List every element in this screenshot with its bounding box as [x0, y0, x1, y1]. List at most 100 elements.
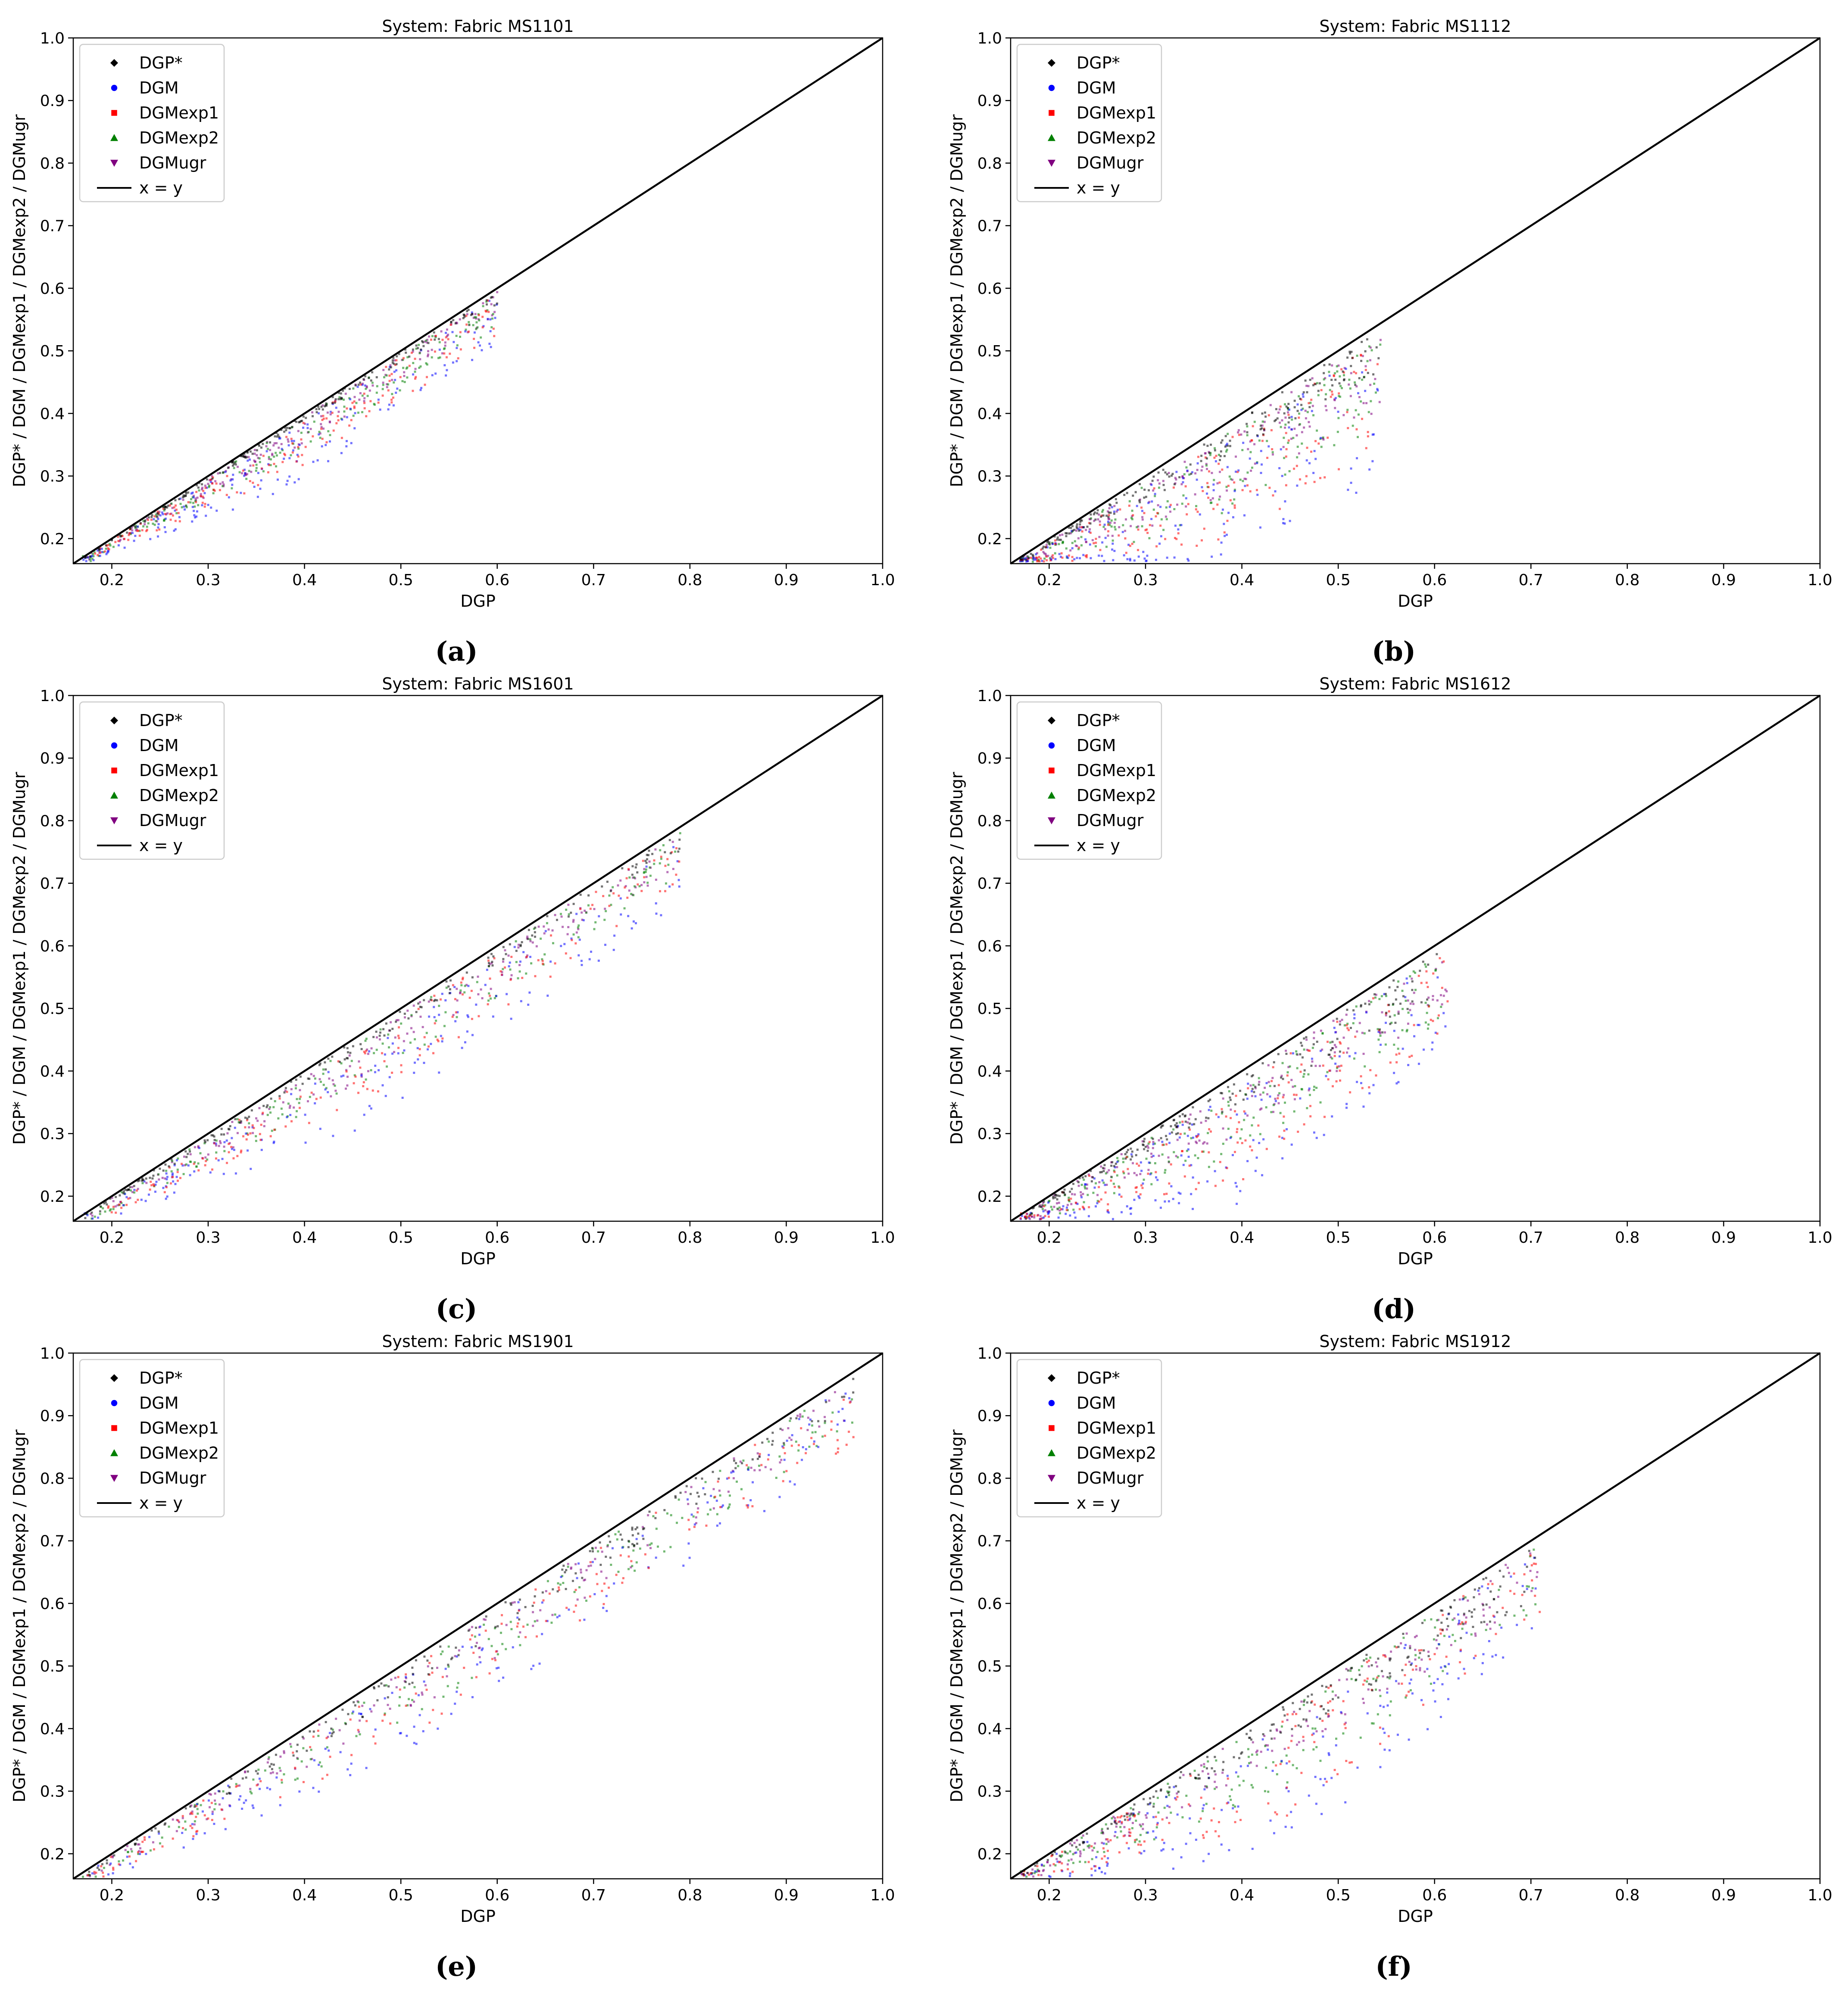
data-point [415, 1692, 417, 1695]
data-point [397, 1676, 400, 1678]
legend-marker-dgm [111, 1400, 118, 1407]
data-point [1289, 520, 1291, 522]
data-point [1293, 406, 1296, 409]
data-point [441, 352, 443, 355]
data-point [1202, 1807, 1204, 1810]
data-point [1231, 1092, 1234, 1095]
data-point [247, 1149, 249, 1152]
data-point [1323, 372, 1325, 374]
data-point [466, 1030, 468, 1033]
data-point [1334, 1694, 1337, 1697]
data-point [1143, 1138, 1146, 1140]
data-point [382, 381, 384, 384]
data-point [1155, 545, 1158, 548]
data-point [405, 1704, 407, 1707]
data-point [1105, 546, 1108, 548]
data-point [296, 454, 299, 456]
data-point [1098, 1186, 1100, 1188]
data-point [1065, 547, 1068, 550]
data-point [1118, 1185, 1120, 1188]
data-point [1344, 1713, 1346, 1715]
data-point [1246, 484, 1249, 487]
data-point [766, 1438, 769, 1440]
data-point [374, 1728, 377, 1731]
data-point [318, 1764, 320, 1766]
data-point [565, 1588, 567, 1591]
data-point [215, 482, 218, 485]
data-point [1147, 1142, 1150, 1145]
data-point [269, 449, 272, 451]
x-tick-label: 0.9 [774, 1229, 799, 1247]
legend-label: DGP* [139, 1369, 183, 1388]
data-point [1124, 1176, 1126, 1179]
data-point [343, 405, 346, 408]
data-point [365, 1038, 368, 1040]
data-point [1207, 1760, 1209, 1763]
data-point [178, 516, 181, 518]
data-point [214, 1803, 217, 1805]
data-point [383, 376, 386, 378]
data-point [1284, 1825, 1287, 1828]
data-point [352, 1710, 355, 1713]
data-point [138, 530, 141, 532]
data-point [1442, 1012, 1445, 1014]
data-point [86, 1214, 89, 1216]
data-point [92, 559, 95, 561]
data-point [290, 1745, 292, 1748]
data-point [1164, 471, 1167, 474]
data-point [1085, 529, 1087, 531]
data-point [340, 392, 342, 395]
data-point [157, 512, 160, 515]
data-point [1377, 1028, 1379, 1030]
data-point [1381, 1031, 1384, 1034]
data-point [163, 526, 166, 529]
data-point [1352, 1022, 1355, 1025]
data-point [1249, 457, 1251, 460]
data-point [472, 1652, 475, 1654]
x-tick-label: 0.2 [1037, 1229, 1061, 1247]
data-point [252, 481, 254, 484]
data-point [1068, 1859, 1070, 1862]
data-point [98, 1868, 100, 1871]
data-point [1209, 1130, 1212, 1133]
data-point [1254, 1085, 1257, 1088]
data-point [413, 1061, 416, 1064]
data-point [1329, 1041, 1332, 1044]
data-point [190, 1804, 193, 1807]
data-point [1340, 368, 1343, 371]
data-point [252, 1778, 255, 1781]
data-point [1394, 989, 1397, 992]
data-point [137, 1180, 139, 1182]
data-point [1199, 513, 1201, 516]
data-point [109, 1862, 112, 1865]
data-point [440, 1035, 442, 1037]
data-point [584, 1578, 586, 1581]
data-point [279, 1755, 282, 1758]
data-point [1196, 1141, 1198, 1144]
data-point [1060, 1208, 1062, 1210]
data-point [1233, 506, 1236, 509]
data-point [203, 1832, 206, 1834]
data-point [105, 547, 107, 550]
data-point [273, 1129, 276, 1131]
data-point [1058, 1212, 1061, 1215]
data-point [307, 1077, 309, 1080]
chart-title: System: Fabric MS1612 [1319, 674, 1511, 693]
data-point [580, 1569, 582, 1571]
data-point [790, 1444, 793, 1447]
y-tick-label: 0.2 [40, 1846, 65, 1863]
data-point [1088, 522, 1090, 524]
data-point [1368, 1029, 1370, 1032]
data-point [251, 1124, 254, 1127]
data-point [1065, 1209, 1068, 1211]
data-point [1148, 1161, 1150, 1164]
data-point [1116, 1166, 1118, 1168]
data-point [1425, 982, 1428, 984]
data-point [1207, 1100, 1210, 1102]
data-point [1309, 402, 1312, 404]
data-point [1295, 1743, 1298, 1746]
data-point [403, 1040, 405, 1042]
data-point [486, 309, 489, 312]
data-point [169, 504, 171, 507]
data-point [400, 1064, 403, 1067]
